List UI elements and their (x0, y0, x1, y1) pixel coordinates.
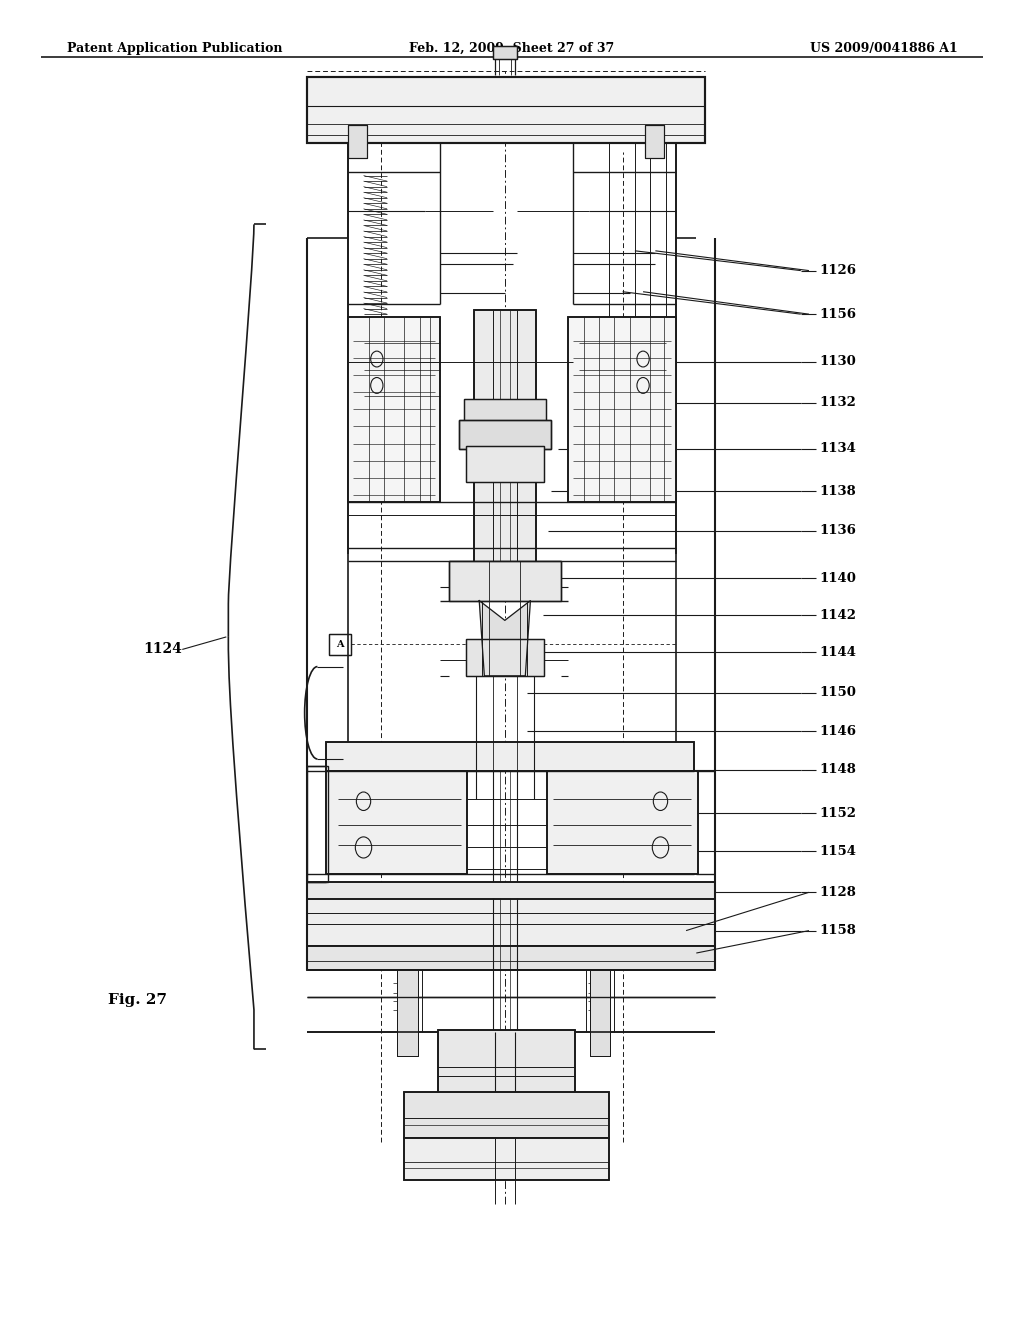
Bar (307, 899, 715, 946)
Text: 1134: 1134 (819, 442, 856, 455)
Bar (307, 946, 715, 970)
Bar (466, 446, 544, 482)
Bar (348, 125, 367, 158)
Bar (307, 77, 705, 143)
Text: 1152: 1152 (819, 807, 856, 820)
Bar (326, 771, 467, 874)
Text: 1158: 1158 (819, 924, 856, 937)
Bar (348, 125, 367, 158)
Bar (466, 446, 544, 482)
Bar (466, 639, 544, 676)
Text: 1148: 1148 (819, 763, 856, 776)
Text: 1150: 1150 (819, 686, 856, 700)
Bar (459, 420, 551, 449)
Text: US 2009/0041886 A1: US 2009/0041886 A1 (810, 42, 957, 55)
Bar (464, 399, 546, 422)
Bar (459, 420, 551, 449)
Bar (645, 125, 664, 158)
Bar (348, 317, 440, 502)
Bar (397, 970, 418, 1056)
Bar (438, 1030, 575, 1093)
Text: 1140: 1140 (819, 572, 856, 585)
Bar (547, 771, 698, 874)
Bar (466, 639, 544, 676)
Text: 1132: 1132 (819, 396, 856, 409)
Text: Patent Application Publication: Patent Application Publication (67, 42, 282, 55)
Bar (568, 317, 676, 502)
Bar (348, 317, 440, 502)
Polygon shape (479, 601, 530, 676)
Bar (404, 1092, 609, 1138)
Bar (438, 1030, 575, 1093)
Bar (329, 634, 351, 655)
Bar (307, 899, 715, 946)
Bar (474, 310, 536, 587)
Text: 1124: 1124 (143, 643, 182, 656)
Text: Feb. 12, 2009  Sheet 27 of 37: Feb. 12, 2009 Sheet 27 of 37 (410, 42, 614, 55)
Bar (326, 771, 467, 874)
Bar (493, 46, 517, 59)
Bar (464, 399, 546, 422)
Bar (404, 1138, 609, 1180)
Bar (449, 561, 561, 601)
Bar (493, 46, 517, 59)
Bar (404, 1092, 609, 1138)
Bar (645, 125, 664, 158)
Bar (449, 561, 561, 601)
Bar (307, 882, 715, 900)
Bar (307, 77, 705, 143)
Text: 1136: 1136 (819, 524, 856, 537)
Bar (547, 771, 698, 874)
Text: A: A (336, 640, 344, 648)
Text: 1144: 1144 (819, 645, 856, 659)
Bar (397, 970, 418, 1056)
Text: 1130: 1130 (819, 355, 856, 368)
Bar (590, 970, 610, 1056)
Text: 1154: 1154 (819, 845, 856, 858)
Bar (307, 766, 328, 882)
Bar (474, 310, 536, 587)
Bar (568, 317, 676, 502)
Text: 1142: 1142 (819, 609, 856, 622)
Bar (329, 634, 351, 655)
Bar (404, 1138, 609, 1180)
Text: 1126: 1126 (819, 264, 856, 277)
Bar (307, 882, 715, 900)
Bar (326, 742, 694, 771)
Text: 1156: 1156 (819, 308, 856, 321)
Text: 1128: 1128 (819, 886, 856, 899)
Text: 1146: 1146 (819, 725, 856, 738)
Bar (326, 742, 694, 771)
Bar (590, 970, 610, 1056)
Bar (307, 946, 715, 970)
Text: Fig. 27: Fig. 27 (108, 993, 167, 1007)
Text: 1138: 1138 (819, 484, 856, 498)
